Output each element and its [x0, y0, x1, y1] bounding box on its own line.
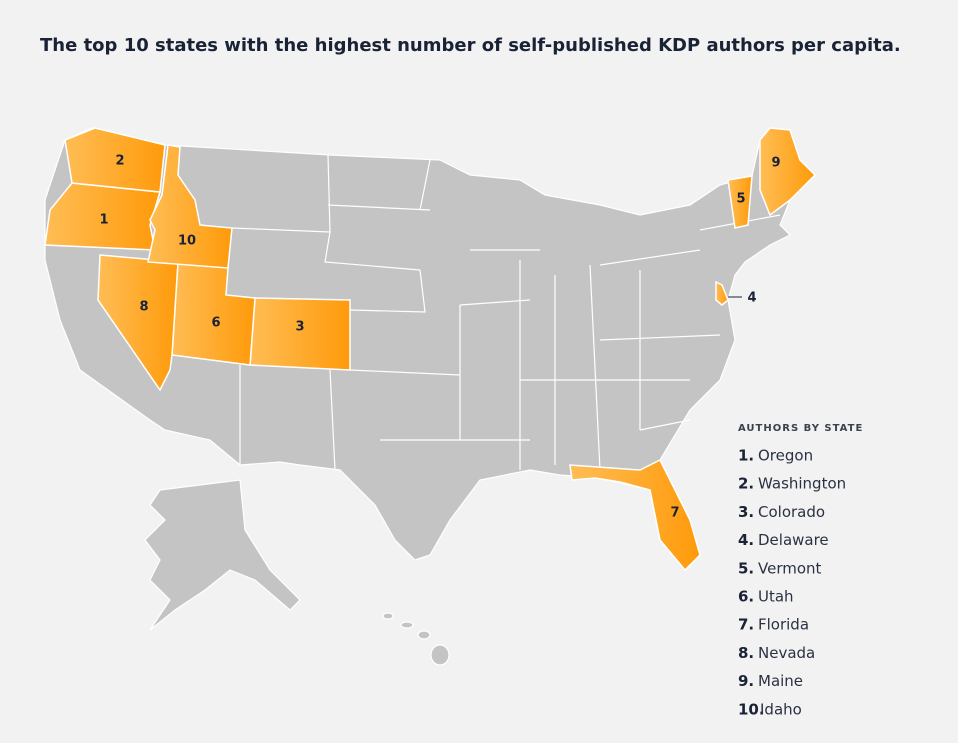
legend-heading: AUTHORS BY STATE	[738, 423, 863, 434]
state-rank-label: 10	[178, 234, 196, 249]
island	[417, 630, 431, 640]
legend-rank: 7.	[738, 616, 754, 634]
state-rank-label: 8	[139, 300, 148, 315]
state-rank-label: 6	[211, 316, 220, 331]
us-map	[44, 127, 817, 666]
legend-state: Nevada	[758, 644, 815, 662]
alaska	[144, 479, 301, 631]
idaho	[147, 144, 233, 269]
delaware	[715, 280, 729, 306]
legend-state: Florida	[758, 616, 809, 634]
vermont	[727, 175, 753, 229]
state-rank-label: 2	[115, 154, 124, 169]
legend-rank: 6.	[738, 588, 754, 606]
legend-rank: 9.	[738, 672, 754, 690]
state-rank-label: 7	[670, 506, 679, 521]
legend-state: Oregon	[758, 447, 813, 465]
legend-state: Washington	[758, 475, 846, 493]
legend-state: Utah	[758, 588, 794, 606]
legend-state: Idaho	[760, 700, 802, 718]
legend-rank: 4.	[738, 531, 754, 549]
legend-rank: 3.	[738, 503, 754, 521]
state-rank-label: 5	[736, 192, 745, 207]
state-borders	[231, 154, 781, 471]
legend-rank: 2.	[738, 475, 754, 493]
state-rank-label: 3	[295, 320, 304, 335]
maine	[759, 127, 817, 217]
state-rank-label: 1	[99, 213, 108, 228]
legend-rank: 10.	[738, 700, 765, 718]
legend-state: Colorado	[758, 503, 825, 521]
legend-state: Vermont	[758, 559, 822, 577]
title: The top 10 states with the highest numbe…	[40, 35, 901, 56]
island	[400, 621, 414, 629]
legend-rank: 5.	[738, 559, 754, 577]
island	[382, 612, 394, 620]
florida	[569, 458, 701, 572]
legend-state: Maine	[758, 672, 803, 690]
washington	[64, 127, 166, 193]
legend-rank: 8.	[738, 644, 754, 662]
hawaii	[382, 612, 450, 666]
legend-state: Delaware	[758, 531, 829, 549]
island	[430, 644, 450, 666]
state-rank-label: 4	[747, 291, 756, 306]
legend-rank: 1.	[738, 447, 754, 465]
state-rank-label: 9	[771, 156, 780, 171]
